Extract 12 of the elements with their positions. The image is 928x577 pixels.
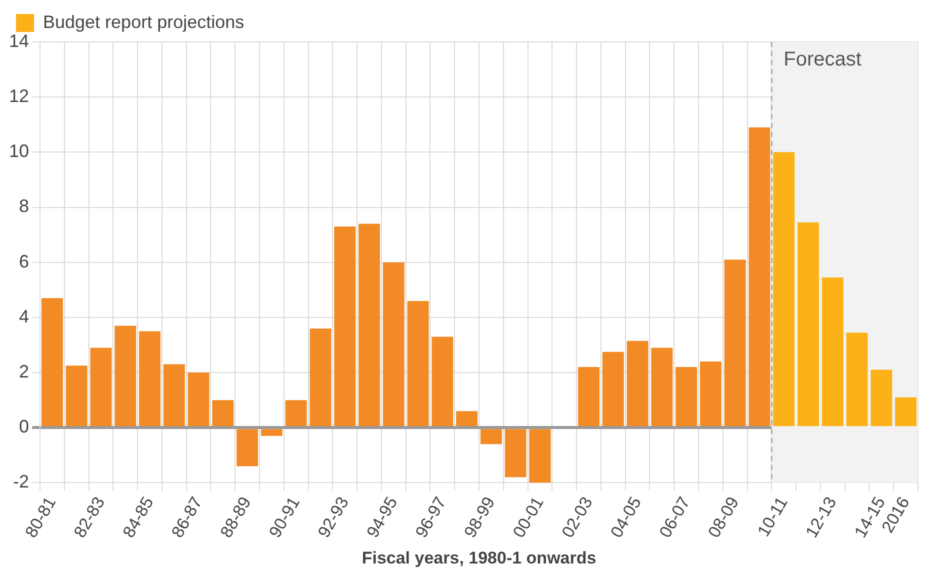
- y-tick-label: 4: [19, 306, 30, 326]
- y-tick-label: 2: [19, 362, 30, 382]
- y-tick-label: -2: [13, 472, 30, 492]
- band-label: Forecast: [784, 48, 862, 71]
- y-tick-label: 6: [19, 251, 30, 272]
- y-tick-label: 12: [8, 86, 30, 106]
- legend-label: Budget report projections: [43, 12, 244, 32]
- y-tick-label: 14: [8, 30, 30, 51]
- y-tick-label: 0: [19, 416, 30, 437]
- y-tick-label: 10: [8, 141, 30, 162]
- x-axis-title: Fiscal years, 1980-1 onwards: [362, 548, 596, 568]
- y-tick-label: 8: [19, 196, 30, 216]
